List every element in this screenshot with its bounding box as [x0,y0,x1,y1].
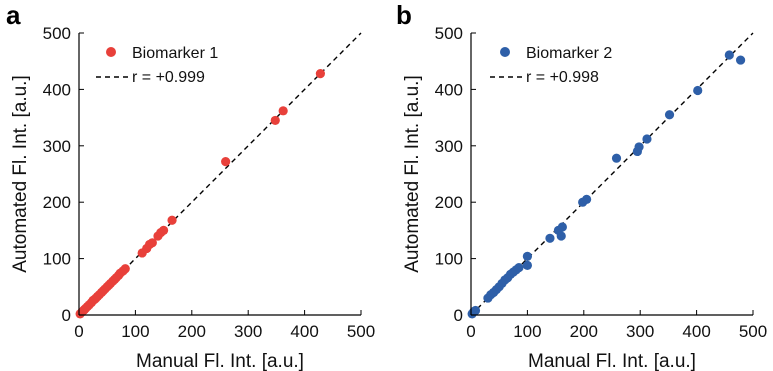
panel-b-data-point [556,231,566,241]
panel-a-y-axis-title: Automated Fl. Int. [a.u.] [10,75,31,273]
panel-b-data-point [664,110,675,120]
panel-b-x-tick-label: 0 [466,322,475,341]
panel-a-data-point [159,225,169,235]
panel-b-x-tick-label: 400 [682,322,710,341]
panel-b-legend-marker [500,47,510,57]
panel-b-x-tick-label: 200 [570,322,598,341]
panel-a-x-tick-label: 100 [121,322,149,341]
panel-b-data-point [634,142,644,152]
panel-b: b 0 100 200 300 400 500 0 100 200 300 400 500 Manua… [396,0,767,371]
panel-a-x-axis-title: Manual Fl. Int. [a.u.] [136,351,304,371]
panel-b-data-point [557,222,567,232]
panel-a-data-point [167,215,177,225]
panel-b-data-point [724,50,734,60]
panel-a-x-tick-label: 300 [234,322,262,341]
panel-b-ticks: 0 100 200 300 400 500 0 100 200 300 400 500 [435,24,768,341]
panel-a-y-tick-label: 500 [43,24,71,43]
panel-b-label: b [396,0,412,30]
panel-b-data-point [545,233,555,243]
panel-a-y-tick-label: 200 [43,193,71,212]
panel-a-y-tick-label: 400 [43,80,71,99]
panel-b-legend: Biomarker 2 r = +0.998 [490,45,612,86]
panel-a-x-tick-label: 0 [74,322,83,341]
panel-b-data-point [582,194,592,204]
panel-b-data-point [514,263,524,273]
panel-a-y-tick-label: 0 [62,306,71,325]
panel-b-data-point [522,260,533,270]
panel-a-y-tick-label: 100 [43,250,71,269]
panel-a-plot-area [75,32,362,319]
panel-b-data-point [693,85,703,96]
panel-b-y-tick-label: 200 [435,193,463,212]
panel-a-legend-fit-label: r = +0.999 [132,69,205,86]
panel-a-x-tick-label: 400 [290,322,318,341]
panel-a-legend-marker [106,47,116,57]
panel-b-data-point [735,55,746,65]
panel-a-data-point [315,69,325,79]
panel-b-x-axis-title: Manual Fl. Int. [a.u.] [528,351,696,371]
panel-b-y-tick-label: 400 [435,80,463,99]
panel-b-x-tick-label: 500 [739,322,767,341]
panel-b-y-tick-label: 500 [435,24,463,43]
panel-b-x-tick-label: 100 [513,322,541,341]
panel-a-data-point [147,238,157,248]
panel-b-y-tick-label: 100 [435,250,463,269]
panel-a-ticks: 0 100 200 300 400 500 0 100 200 300 400 500 [43,24,376,341]
panel-a: a 0 100 200 300 400 500 0 100 200 300 400 500 Manua… [6,0,375,371]
panel-b-data-point [470,305,481,316]
panel-a-legend-label: Biomarker 1 [132,45,218,62]
panel-a-data-point [270,115,280,126]
panel-b-x-tick-label: 300 [626,322,654,341]
panel-b-legend-fit-label: r = +0.998 [526,69,599,86]
panel-b-data-point [611,153,622,163]
panel-a-x-tick-label: 500 [347,322,375,341]
panel-b-y-tick-label: 0 [454,306,463,325]
panel-a-x-tick-label: 200 [178,322,206,341]
panel-b-legend-label: Biomarker 2 [526,45,612,62]
panel-a-data-point [120,264,130,274]
panel-b-data-point [522,251,533,261]
panel-b-y-axis-title: Automated Fl. Int. [a.u.] [402,75,423,273]
panel-b-plot-area [467,32,754,319]
panel-a-data-point [221,156,231,167]
panel-a-data-point [278,106,288,116]
panel-b-data-point [642,134,652,144]
panel-a-label: a [6,0,21,30]
panel-a-legend: Biomarker 1 r = +0.999 [96,45,218,86]
panel-a-y-tick-label: 300 [43,137,71,156]
panel-b-y-tick-label: 300 [435,137,463,156]
